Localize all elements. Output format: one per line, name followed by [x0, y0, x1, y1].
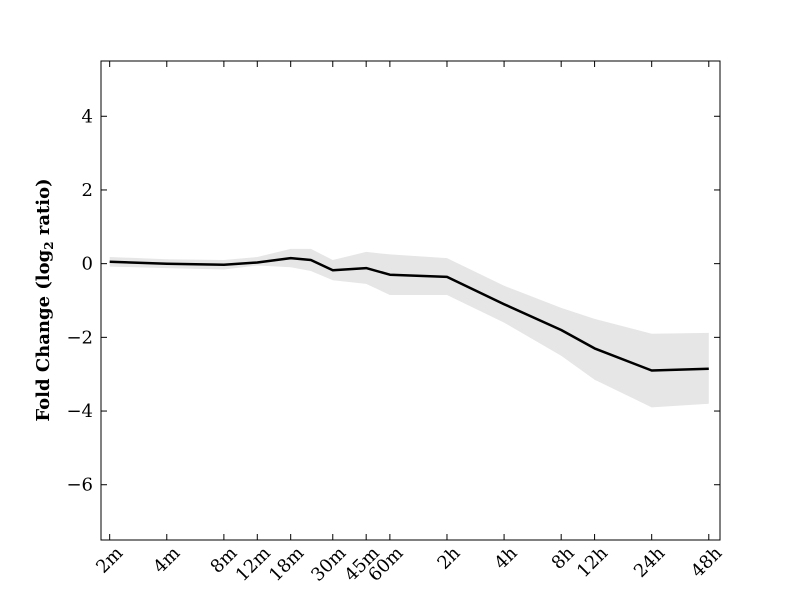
x-tick-label: 30m — [307, 543, 350, 586]
x-tick-label: 2m — [92, 543, 127, 578]
y-axis-label: Fold Change (log2 ratio) — [33, 178, 56, 421]
y-axis-label-subscript: 2 — [42, 241, 56, 249]
y-axis-label-suffix: ratio) — [33, 178, 54, 241]
series-line — [109, 256, 709, 372]
x-tick-label: 18m — [265, 543, 308, 586]
x-tick-label: 12h — [573, 542, 613, 582]
x-tick-label: 4m — [149, 543, 184, 578]
y-tick-label: −2 — [66, 327, 93, 348]
y-tick-label: 2 — [82, 180, 93, 201]
series-line-layer — [109, 256, 709, 372]
y-axis-ticks: 4 2 0 −2 −4 −6 — [66, 106, 720, 496]
y-tick-label: 4 — [82, 106, 93, 127]
confidence-band-layer — [109, 248, 709, 408]
x-tick-label: 12m — [232, 543, 275, 586]
x-tick-label: 2h — [433, 542, 464, 573]
x-tick-label: 48h — [687, 542, 727, 582]
y-tick-label: −4 — [66, 401, 93, 422]
y-tick-label: 0 — [82, 254, 93, 275]
confidence-band — [109, 248, 709, 408]
y-axis-label-main: Fold Change (log — [33, 249, 54, 421]
y-tick-label: −6 — [66, 475, 93, 496]
plot-frame — [100, 60, 721, 541]
x-tick-label: 4h — [490, 542, 521, 573]
x-tick-label: 24h — [630, 542, 670, 582]
